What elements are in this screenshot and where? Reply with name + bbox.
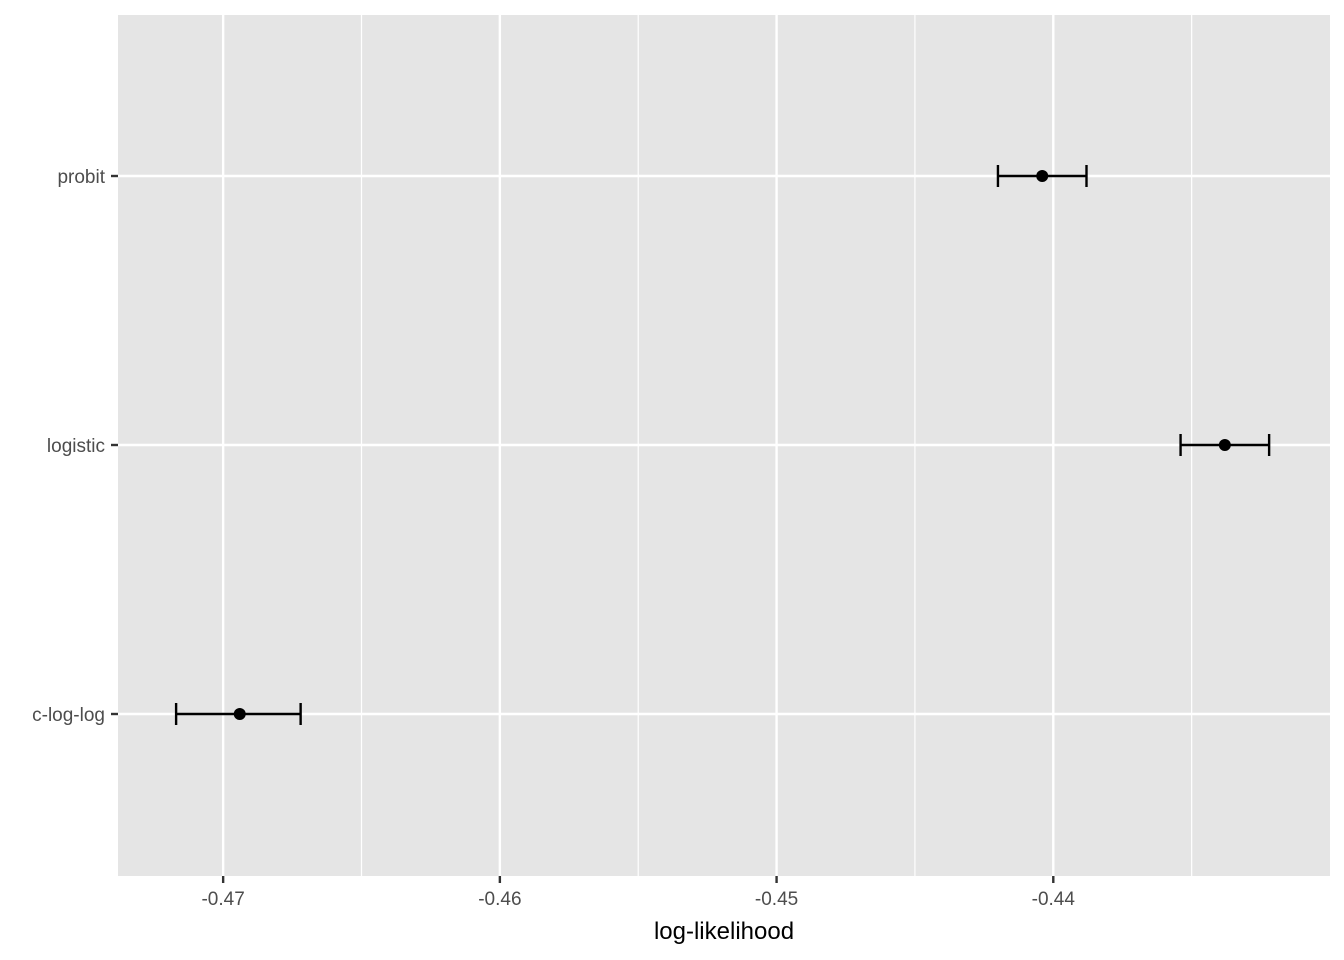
x-tick-label: -0.45 [755,889,798,910]
errorbar-probit [996,165,1088,187]
point-estimate [1218,439,1231,451]
y-tick-label: c-log-log [32,705,105,726]
x-tick-label: -0.46 [478,889,521,910]
x-tick-label: -0.47 [201,889,244,910]
error-bars [174,165,1271,725]
y-tick-label: probit [57,167,105,188]
y-tick-label: logistic [47,436,105,457]
x-tick-label: -0.44 [1032,889,1076,910]
errorbar-c-log-log [174,703,302,725]
errorbar-logistic [1179,434,1271,456]
major-gridlines [118,15,1330,876]
point-estimate [233,708,246,720]
x-axis-title: log-likelihood [654,918,794,945]
x-axis: -0.47 -0.46 -0.45 -0.44 [201,876,1075,910]
point-estimate [1036,170,1049,182]
y-axis: c-log-log logistic probit [32,167,118,726]
